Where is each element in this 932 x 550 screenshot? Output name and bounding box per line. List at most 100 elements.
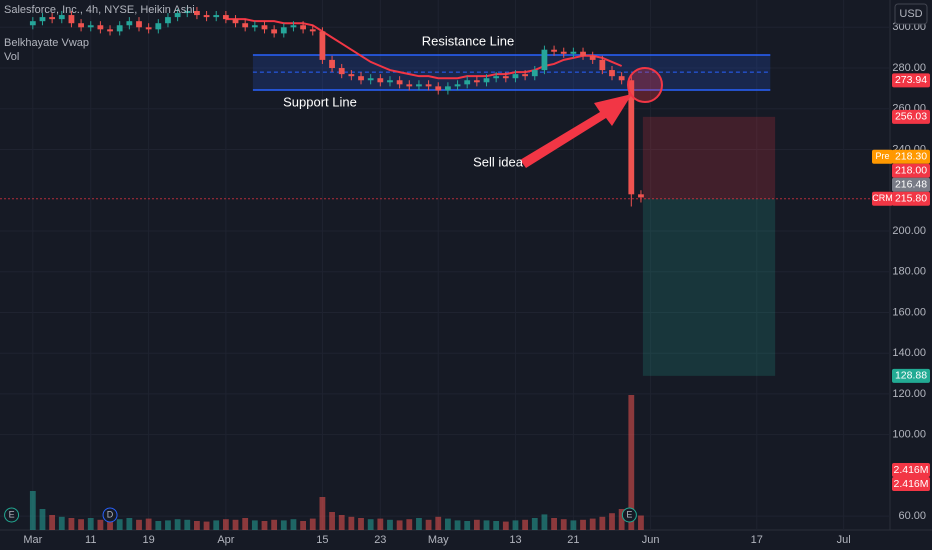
- y-tick-label: 100.00: [892, 429, 926, 441]
- candle-body: [531, 70, 538, 77]
- volume-bar: [473, 519, 480, 530]
- legend-entry: Vol: [4, 51, 19, 63]
- candle-body: [387, 80, 393, 83]
- currency[interactable]: USD: [899, 8, 922, 20]
- price-tag-label: 215.80: [895, 193, 927, 205]
- price-tag-prefix: [872, 191, 893, 206]
- x-tick-label: 15: [316, 534, 328, 546]
- x-tick-label: 13: [509, 534, 521, 546]
- volume-bar: [599, 516, 606, 530]
- candle-body: [136, 21, 142, 28]
- volume-bar: [39, 509, 46, 530]
- volume-bar: [618, 509, 625, 530]
- currency-button[interactable]: [894, 3, 928, 25]
- x-tick-label: Apr: [217, 534, 234, 546]
- candle-body: [522, 74, 529, 77]
- volume-bar: [377, 518, 384, 530]
- candle-body: [512, 74, 519, 79]
- target-zone: [642, 198, 776, 376]
- volume-bar: [638, 515, 644, 530]
- y-tick-label: 280.00: [892, 62, 926, 74]
- candle-body: [570, 51, 577, 54]
- candle-body: [609, 70, 615, 77]
- candle-body: [425, 84, 432, 87]
- x-tick-label: 19: [143, 534, 155, 546]
- candle-body: [126, 21, 133, 26]
- volume-bar: [29, 491, 36, 530]
- volume-bar: [155, 521, 162, 530]
- volume-bar: [338, 515, 345, 530]
- volume-bar: [87, 518, 94, 530]
- price-tag-label: 218.30: [895, 151, 927, 163]
- annotation: Resistance Line: [422, 33, 515, 48]
- candle-body: [184, 10, 191, 14]
- candle-body: [580, 51, 586, 56]
- candle-body: [49, 17, 56, 20]
- candle-body: [493, 76, 500, 79]
- volume-bar: [309, 518, 316, 530]
- volume-bar: [203, 521, 210, 530]
- event-label: E: [626, 509, 632, 519]
- volume-bar: [126, 518, 133, 530]
- y-tick-label: 140.00: [892, 347, 926, 359]
- volume-bar: [435, 516, 442, 530]
- volume-bar: [136, 519, 142, 530]
- y-tick-label: 300.00: [892, 21, 926, 33]
- candle-body: [261, 25, 268, 30]
- candle-body: [551, 49, 557, 52]
- volume-bar: [58, 516, 65, 530]
- candle-body: [78, 23, 84, 28]
- candle-body: [87, 25, 94, 28]
- candle-body: [29, 21, 36, 26]
- annotation: Sell idea: [473, 154, 524, 169]
- event-marker: [102, 507, 118, 523]
- volume-bar: [454, 520, 461, 530]
- volume-bar: [242, 518, 249, 530]
- volume-bar: [396, 520, 403, 530]
- candle-body: [502, 76, 509, 79]
- volume-bar: [512, 520, 519, 530]
- volume-bar: [174, 519, 181, 530]
- candle-body: [165, 17, 171, 24]
- legend-entry: Belkhayate Vwap: [4, 37, 89, 49]
- volume-bar: [560, 519, 567, 530]
- volume-bar: [116, 519, 123, 530]
- volume-bar: [609, 513, 615, 530]
- candle-body: [213, 15, 220, 18]
- volume-bar: [445, 518, 451, 530]
- volume-bar: [367, 519, 374, 530]
- volume-bar: [300, 521, 306, 530]
- x-tick-label: 23: [374, 534, 386, 546]
- candle-body: [280, 27, 287, 34]
- volume-bar: [464, 521, 471, 530]
- candle-body: [406, 84, 413, 87]
- candle-body: [271, 29, 278, 34]
- candle-body: [309, 29, 316, 32]
- candle-body: [464, 80, 471, 85]
- volume-bar: [329, 512, 335, 530]
- volume-bar: [358, 518, 364, 530]
- event-marker: [4, 507, 20, 523]
- x-tick-label: May: [428, 534, 449, 546]
- price-tag: [892, 149, 930, 164]
- volume-bar: [628, 395, 635, 530]
- vwap-line: [225, 18, 623, 80]
- candle-body: [107, 29, 113, 32]
- volume-bar: [348, 516, 355, 530]
- candle-body: [445, 86, 451, 91]
- candle-body: [435, 86, 442, 91]
- candle-body: [222, 15, 229, 20]
- volume-bar: [271, 519, 278, 530]
- price-tag-label: 216.48: [895, 179, 927, 191]
- highlight-circle: [627, 67, 663, 103]
- candle-body: [232, 19, 239, 24]
- volume-bar: [319, 497, 326, 530]
- price-tag: [892, 109, 930, 124]
- volume-bar: [406, 519, 413, 530]
- candle-body: [338, 68, 345, 75]
- price-tag-prefix-label: Pre: [875, 151, 889, 161]
- candle-body: [145, 27, 152, 30]
- candle-body: [628, 80, 635, 195]
- volume-bar: [502, 521, 509, 530]
